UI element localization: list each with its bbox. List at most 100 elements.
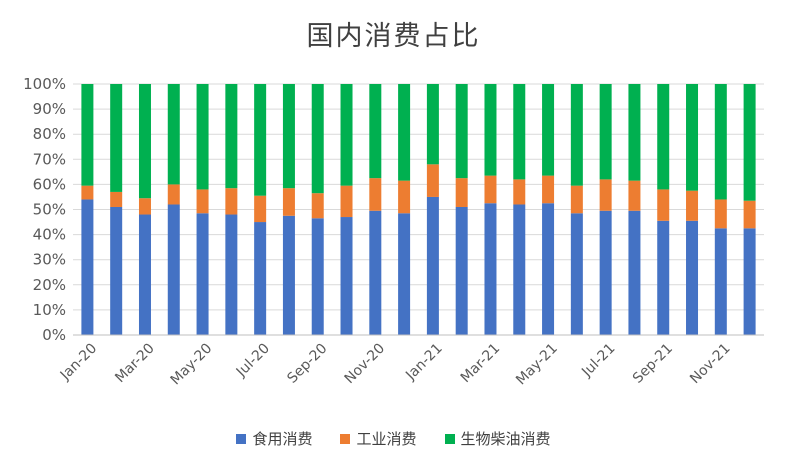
bar-segment: [743, 228, 756, 335]
bar-segment: [743, 200, 756, 229]
bar-segment: [110, 206, 123, 335]
chart-title: 国内消费占比: [306, 21, 481, 52]
legend-label: 工业消费: [356, 430, 417, 448]
y-tick-label: 0%: [42, 326, 66, 344]
bar-segment: [225, 214, 238, 335]
bar-segment: [570, 84, 583, 186]
bar-segment: [81, 199, 94, 335]
bar-segment: [254, 195, 267, 223]
bar-segment: [196, 84, 209, 190]
bar-segment: [138, 214, 151, 335]
bar-segment: [714, 84, 727, 200]
bar-segment: [743, 84, 756, 201]
bar-segment: [398, 213, 411, 335]
legend-item: 食用消费: [236, 428, 312, 449]
bar-segment: [138, 198, 151, 215]
bar-segment: [628, 84, 641, 181]
y-tick-label: 80%: [33, 125, 66, 143]
bar-segment: [167, 204, 180, 335]
bar-segment: [340, 185, 353, 218]
bar-segment: [110, 84, 123, 192]
legend-item: 生物柴油消费: [444, 428, 551, 449]
y-tick-label: 30%: [33, 251, 66, 269]
bar-segment: [196, 189, 209, 214]
bar-segment: [138, 84, 151, 199]
bar-segment: [599, 210, 612, 335]
bar-segment: [657, 220, 670, 335]
bar-segment: [599, 84, 612, 180]
x-tick-label: Jan-21: [402, 341, 445, 384]
bar-segment: [455, 206, 468, 335]
bar-segment: [167, 84, 180, 185]
legend-label: 生物柴油消费: [460, 430, 551, 448]
bar-segment: [657, 189, 670, 221]
legend-swatch: [444, 434, 455, 444]
x-tick-label: Nov-21: [687, 341, 734, 388]
bar-segment: [369, 178, 382, 211]
bar-segment: [484, 175, 497, 204]
bar-segment: [254, 84, 267, 196]
legend-swatch: [340, 434, 351, 444]
bar-segment: [282, 188, 295, 216]
y-tick-label: 60%: [33, 175, 66, 193]
legend-swatch: [236, 434, 247, 444]
bar-segment: [225, 188, 238, 215]
bar-segment: [714, 199, 727, 229]
bar-segment: [340, 217, 353, 335]
bar-segment: [484, 84, 497, 176]
bar-segment: [426, 196, 439, 335]
bar-segment: [599, 179, 612, 211]
bar-segment: [513, 204, 526, 335]
y-tick-label: 20%: [33, 276, 66, 294]
bar-segment: [426, 84, 439, 165]
bar-segment: [282, 84, 295, 189]
bar-segment: [455, 178, 468, 207]
bar-segment: [398, 180, 411, 214]
x-tick-label: Sep-20: [284, 341, 330, 387]
bar-segment: [542, 203, 555, 335]
bar-segment: [657, 84, 670, 190]
bar-segment: [686, 190, 699, 221]
x-tick-label: Jan-20: [57, 341, 100, 384]
bar-segment: [570, 213, 583, 335]
bar-segment: [542, 84, 555, 176]
bar-segment: [628, 180, 641, 211]
y-tick-label: 100%: [23, 75, 66, 93]
bar-segment: [196, 213, 209, 335]
bar-segment: [282, 215, 295, 335]
bar-segment: [254, 222, 267, 335]
x-tick-label: Sep-21: [630, 341, 676, 387]
bar-segment: [398, 84, 411, 181]
bar-segment: [542, 175, 555, 204]
bar-segment: [311, 218, 324, 335]
y-tick-label: 70%: [33, 150, 66, 168]
x-tick-label: May-21: [513, 341, 561, 389]
bar-segment: [513, 179, 526, 205]
x-tick-label: May-20: [168, 341, 216, 389]
legend-label: 食用消费: [252, 430, 313, 448]
bar-segment: [81, 84, 94, 186]
bar-segment: [369, 84, 382, 179]
bar-segment: [81, 185, 94, 200]
y-tick-label: 50%: [33, 201, 66, 219]
y-tick-label: 40%: [33, 226, 66, 244]
bar-segment: [455, 84, 468, 179]
x-tick-label: Jul-21: [578, 341, 618, 381]
bar-segment: [311, 84, 324, 194]
legend-item: 工业消费: [340, 428, 417, 449]
bar-segment: [513, 84, 526, 180]
bar-segment: [311, 193, 324, 219]
bar-segment: [714, 228, 727, 335]
bar-segment: [686, 220, 699, 335]
legend: 食用消费 工业消费 生物柴油消费: [0, 428, 787, 449]
bar-segment: [686, 84, 699, 191]
y-tick-label: 10%: [33, 301, 66, 319]
bar-segment: [628, 210, 641, 335]
x-tick-label: Mar-21: [458, 341, 504, 387]
bar-segment: [340, 84, 353, 186]
bar-segment: [426, 164, 439, 197]
bar-segment: [225, 84, 238, 189]
y-tick-label: 90%: [33, 100, 66, 118]
bar-segment: [484, 203, 497, 335]
